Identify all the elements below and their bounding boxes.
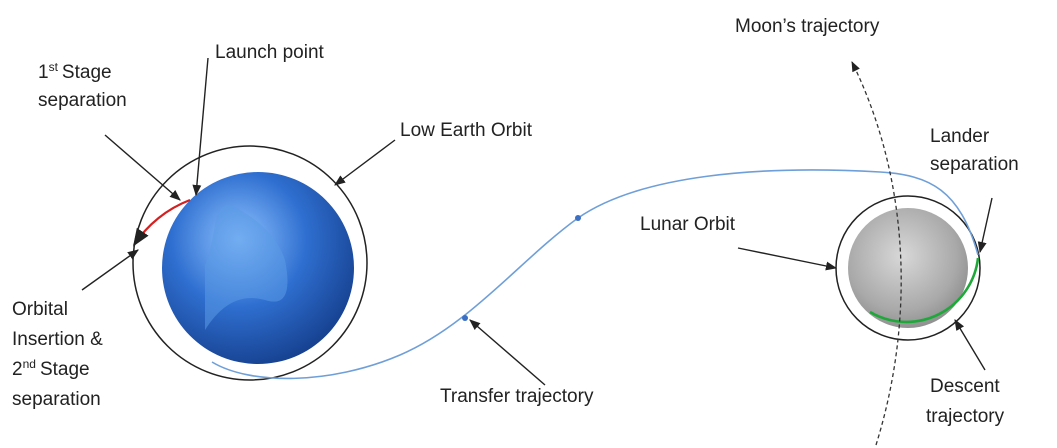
label: Orbital Insertion & 2nd Stage separation	[12, 299, 103, 410]
label: Lander separation	[930, 126, 1019, 175]
label: Moon’s trajectory	[735, 16, 880, 37]
arrow	[335, 140, 395, 185]
label-part: Orbital	[12, 299, 68, 320]
label-part: Lander	[930, 126, 990, 147]
label-part: Insertion &	[12, 329, 103, 350]
arrow	[105, 135, 180, 200]
label: Lunar Orbit	[640, 214, 736, 235]
label: Descent trajectory	[926, 376, 1005, 427]
arrow	[955, 320, 985, 370]
label-part: separation	[12, 389, 101, 410]
trajectory-dot	[462, 315, 468, 321]
diagram: 1stStageseparation Launch point Low Eart…	[0, 0, 1057, 448]
moon	[848, 208, 968, 328]
label: Launch point	[215, 42, 325, 63]
label-part: Stage	[40, 359, 90, 380]
label-part: Descent	[930, 376, 1000, 397]
arrow	[196, 58, 208, 195]
label: Low Earth Orbit	[400, 120, 533, 141]
label-part: st	[49, 60, 59, 74]
label-part: separation	[930, 154, 1019, 175]
label-part: separation	[38, 90, 127, 111]
trajectory-dot	[575, 215, 581, 221]
arrow	[980, 198, 992, 252]
arrow	[738, 248, 836, 268]
label-part: Stage	[62, 62, 112, 83]
label-part: 2	[12, 359, 23, 380]
label: Transfer trajectory	[440, 386, 594, 407]
label-part: 1	[38, 62, 49, 83]
arrow	[470, 320, 545, 385]
arrow	[82, 250, 138, 290]
label-part: nd	[23, 357, 36, 371]
label-part: trajectory	[926, 406, 1005, 427]
